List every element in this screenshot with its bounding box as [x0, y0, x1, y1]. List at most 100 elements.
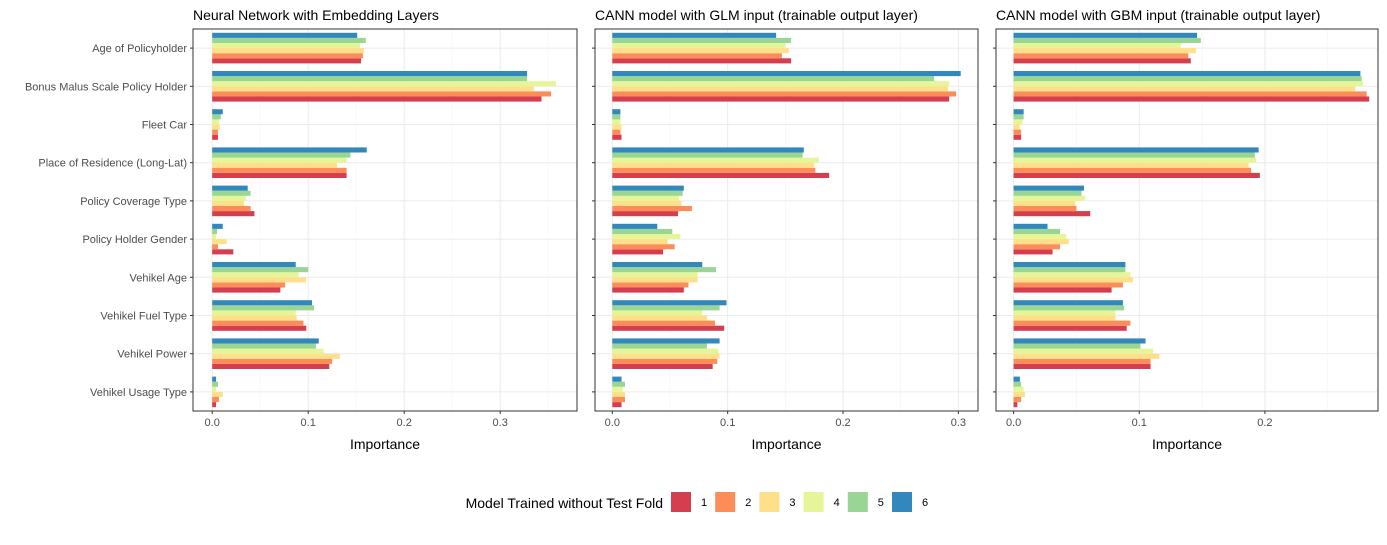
bar-fold1-6	[1013, 249, 1053, 255]
bar-fold4-4	[612, 157, 819, 163]
bar-fold6-2	[1013, 71, 1361, 77]
bar-fold2-4	[1013, 167, 1252, 173]
legend-item-4: 4	[803, 492, 840, 512]
panel-3: 0.0 0.1 0.2 CANN model with GBM input (trai…	[993, 7, 1379, 452]
bar-fold4-1	[212, 43, 361, 49]
legend-key-5	[847, 492, 868, 512]
bar-fold6-7	[1013, 262, 1126, 268]
x-tick-label: 0.0	[205, 417, 220, 429]
category-label: Bonus Malus Scale Policy Holder	[25, 81, 187, 93]
category-label: Vehikel Power	[117, 349, 187, 361]
legend-label-6: 6	[922, 497, 928, 509]
bar-fold5-9	[612, 343, 707, 349]
panel-2: 0.0 0.1 0.2 0.3 CANN model with GLM input (t…	[592, 7, 979, 452]
category-label: Age of Policyholder	[92, 43, 187, 55]
bar-fold3-10	[612, 391, 625, 397]
bar-fold2-10	[212, 397, 219, 403]
category-label: Vehikel Fuel Type	[100, 311, 187, 323]
bar-fold5-7	[1013, 267, 1126, 273]
bar-fold4-2	[1013, 81, 1363, 87]
bar-fold3-2	[212, 86, 534, 92]
bar-fold1-3	[212, 134, 218, 140]
bar-fold3-5	[612, 200, 682, 206]
bar-fold3-6	[612, 239, 668, 245]
bar-fold3-7	[612, 277, 698, 283]
bar-fold2-8	[612, 320, 715, 326]
bar-fold3-1	[1013, 48, 1196, 54]
bar-fold6-10	[1013, 376, 1020, 382]
bar-fold5-3	[1013, 114, 1024, 120]
bar-fold4-5	[1013, 195, 1086, 201]
bar-fold4-8	[212, 310, 296, 316]
bar-fold6-5	[1013, 185, 1084, 191]
panel-title: CANN model with GBM input (trainable out…	[996, 7, 1320, 23]
bar-fold3-3	[1013, 124, 1020, 130]
bar-fold4-9	[1013, 348, 1154, 354]
bar-fold4-3	[212, 119, 219, 125]
bar-fold3-6	[1013, 239, 1069, 245]
x-tick-label: 0.1	[720, 417, 735, 429]
bar-fold4-10	[212, 386, 217, 392]
bar-fold5-6	[212, 228, 217, 234]
bar-fold6-6	[212, 223, 223, 229]
bar-fold4-10	[1013, 386, 1024, 392]
bar-fold1-9	[612, 363, 713, 369]
bar-fold4-2	[212, 81, 556, 87]
bar-fold2-2	[1013, 91, 1367, 97]
panel-1: Age of Policyholder Bonus Malus Scale Pol…	[25, 7, 578, 452]
bar-fold6-2	[212, 71, 528, 77]
bar-fold4-1	[612, 43, 786, 49]
bar-fold1-8	[212, 325, 307, 331]
bar-fold6-1	[212, 32, 358, 38]
bar-fold5-5	[1013, 190, 1082, 196]
bar-fold6-5	[612, 185, 684, 191]
x-tick-label: 0.3	[493, 417, 508, 429]
x-axis-title: Importance	[751, 436, 821, 452]
bar-fold6-7	[212, 262, 296, 268]
category-label: Vehikel Usage Type	[90, 387, 187, 399]
bar-fold1-10	[1013, 402, 1018, 408]
bar-fold1-1	[1013, 58, 1191, 64]
bar-fold6-8	[612, 300, 727, 306]
bar-fold2-3	[1013, 129, 1022, 135]
bar-fold4-6	[212, 234, 217, 240]
bar-fold2-6	[612, 244, 675, 250]
bar-fold2-9	[1013, 358, 1151, 364]
bar-fold2-7	[1013, 282, 1123, 288]
legend-item-2: 2	[715, 492, 751, 512]
bar-fold3-3	[212, 124, 220, 130]
bar-fold3-7	[1013, 277, 1133, 283]
bar-fold3-10	[1013, 391, 1025, 397]
bar-fold5-7	[612, 267, 717, 273]
bar-fold5-8	[1013, 305, 1125, 311]
bar-fold1-1	[612, 58, 792, 64]
bar-fold6-7	[612, 262, 703, 268]
legend-item-1: 1	[671, 492, 707, 512]
bar-fold2-1	[1013, 53, 1189, 59]
bar-fold5-3	[612, 114, 621, 120]
x-tick-label: 0.1	[1132, 417, 1147, 429]
category-label: Fleet Car	[142, 120, 188, 132]
bar-fold2-4	[612, 167, 816, 173]
bar-fold5-6	[612, 228, 673, 234]
bar-fold6-4	[212, 147, 367, 153]
bar-fold4-9	[612, 348, 719, 354]
legend-item-6: 6	[892, 492, 928, 512]
bar-fold4-3	[612, 119, 621, 125]
panel-border	[995, 28, 1379, 412]
bar-fold1-8	[612, 325, 725, 331]
bar-fold2-6	[212, 244, 218, 250]
bar-fold3-4	[212, 162, 337, 168]
bar-fold5-2	[612, 76, 935, 82]
bar-fold2-1	[212, 53, 363, 59]
bar-fold4-10	[612, 386, 623, 392]
bar-fold2-5	[1013, 206, 1077, 212]
panels: Age of Policyholder Bonus Malus Scale Pol…	[25, 7, 1379, 452]
bar-fold3-1	[612, 48, 789, 54]
bar-fold4-3	[1013, 119, 1023, 125]
bar-fold1-7	[612, 287, 684, 293]
bar-fold6-9	[612, 338, 720, 344]
legend: Model Trained without Test Fold 1 2 3 4 5 6	[466, 492, 928, 512]
bar-fold4-7	[212, 272, 299, 278]
bar-fold3-2	[1013, 86, 1356, 92]
